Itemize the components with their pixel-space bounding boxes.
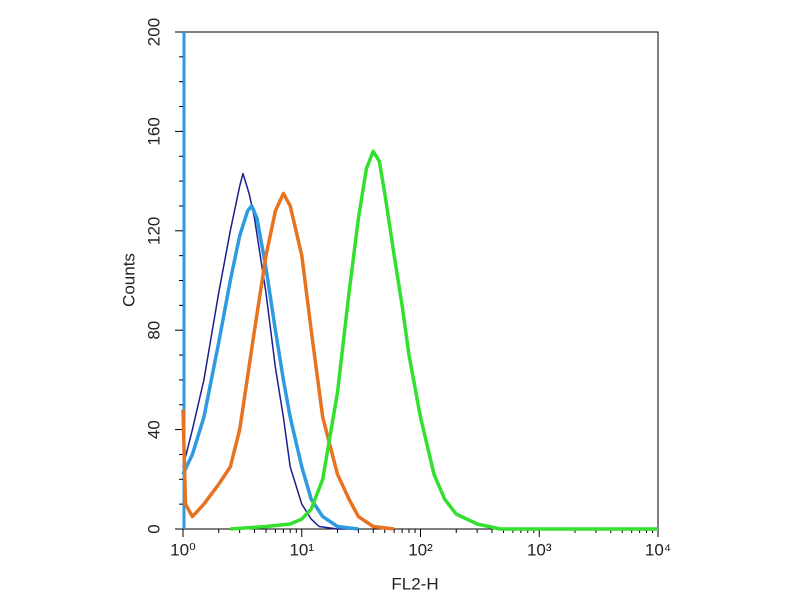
histogram-line (181, 204, 359, 531)
plot-frame (182, 31, 659, 530)
x-tick-label: 10⁴ (645, 540, 671, 559)
histogram-line (230, 149, 658, 531)
x-tick-label: 10³ (527, 540, 552, 559)
x-tick-label: 10¹ (289, 540, 314, 559)
histogram-line (181, 191, 395, 531)
x-axis-label: FL2-H (391, 574, 438, 593)
y-tick-label: 80 (144, 321, 163, 340)
y-tick-label: 40 (144, 420, 163, 439)
x-tick-label: 10² (408, 540, 433, 559)
x-tick-label: 10⁰ (170, 540, 196, 559)
y-axis-label: Counts (119, 253, 138, 307)
y-tick-label: 200 (144, 18, 163, 46)
y-tick-label: 160 (144, 117, 163, 145)
y-tick-label: 120 (144, 217, 163, 245)
y-tick-label: 0 (144, 524, 163, 533)
histogram-line (182, 172, 359, 530)
